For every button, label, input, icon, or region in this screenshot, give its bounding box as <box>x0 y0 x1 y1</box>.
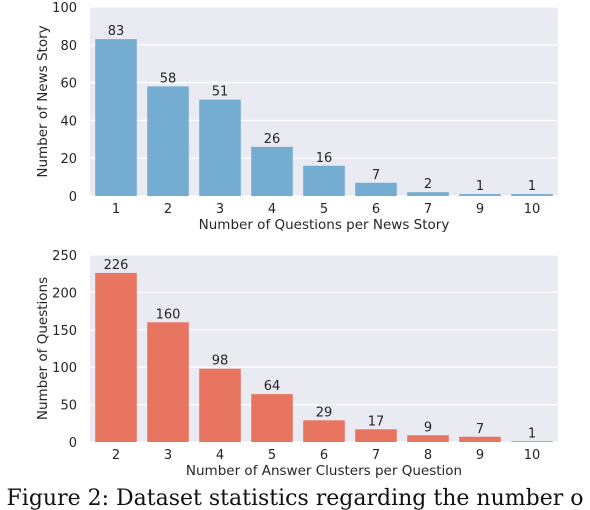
chart1-data-label: 1 <box>476 179 484 194</box>
chart1-ytick-label: 100 <box>52 1 77 16</box>
chart2-data-label: 226 <box>104 258 129 273</box>
chart2-xtick-label: 10 <box>524 448 541 463</box>
chart2-ytick-label: 200 <box>52 286 77 301</box>
figure-caption: Figure 2: Dataset statistics regarding t… <box>6 486 584 510</box>
chart1-data-label: 16 <box>316 151 333 166</box>
chart1-bar <box>95 39 137 196</box>
figure: 020406080100831582513264165762719110Numb… <box>35 1 558 479</box>
chart2-xtick-label: 3 <box>164 448 172 463</box>
chart1-bar <box>199 99 241 196</box>
chart2-bar <box>355 429 397 442</box>
chart2-y-axis-label: Number of Questions <box>35 277 51 420</box>
chart1-bar <box>355 182 397 196</box>
chart2-xtick-label: 4 <box>216 448 224 463</box>
chart1-xtick-label: 3 <box>216 202 224 217</box>
chart2-xtick-label: 6 <box>320 448 328 463</box>
chart2-ytick-label: 250 <box>52 249 77 264</box>
chart1-data-label: 51 <box>212 85 229 100</box>
chart2-bar <box>95 272 137 442</box>
chart2-xtick-label: 8 <box>424 448 432 463</box>
chart2-xtick-label: 2 <box>112 448 120 463</box>
chart1-xtick-label: 5 <box>320 202 328 217</box>
chart1-ytick-label: 20 <box>60 152 77 167</box>
chart1-xtick-label: 4 <box>268 202 276 217</box>
chart1-ytick-label: 80 <box>60 39 77 54</box>
chart1-bar <box>303 165 345 196</box>
chart1-data-label: 7 <box>372 168 380 183</box>
chart1-bar <box>407 192 449 196</box>
chart2-data-label: 17 <box>368 414 385 429</box>
chart2-bar <box>459 436 501 442</box>
chart1-xtick-label: 2 <box>164 202 172 217</box>
chart1-x-axis-label: Number of Questions per News Story <box>199 217 450 233</box>
chart2-bar <box>511 441 553 442</box>
chart2-data-label: 7 <box>476 422 484 437</box>
chart2-bar <box>199 368 241 442</box>
chart2-data-label: 9 <box>424 420 432 435</box>
chart1-bar <box>147 86 189 196</box>
chart2-bar <box>251 394 293 442</box>
chart2-x-axis-label: Number of Answer Clusters per Question <box>186 463 462 479</box>
chart1-ytick-label: 0 <box>69 190 77 205</box>
chart2-bar <box>147 322 189 442</box>
chart1-xtick-label: 7 <box>424 202 432 217</box>
chart1-ytick-label: 40 <box>60 114 77 129</box>
chart1-xtick-label: 9 <box>476 202 484 217</box>
chart2-ytick-label: 50 <box>60 399 77 414</box>
chart1-xtick-label: 1 <box>112 202 120 217</box>
chart1-y-axis-label: Number of News Story <box>35 25 51 177</box>
chart2-ytick-label: 0 <box>69 436 77 451</box>
chart2-data-label: 1 <box>528 426 536 441</box>
chart1-xtick-label: 6 <box>372 202 380 217</box>
chart1-ytick-label: 60 <box>60 77 77 92</box>
chart1-data-label: 1 <box>528 179 536 194</box>
chart2-bar <box>407 435 449 442</box>
chart1-bar <box>459 194 501 196</box>
chart1-data-label: 26 <box>264 132 281 147</box>
chart2-xtick-label: 5 <box>268 448 276 463</box>
chart2-xtick-label: 9 <box>476 448 484 463</box>
chart1-data-label: 58 <box>160 71 177 86</box>
chart1-data-label: 83 <box>108 24 125 39</box>
chart1-xtick-label: 10 <box>524 202 541 217</box>
chart2-data-label: 160 <box>156 307 181 322</box>
chart1-bar <box>251 146 293 196</box>
chart2-bar <box>303 420 345 442</box>
chart2-data-label: 98 <box>212 354 229 369</box>
chart2-ytick-label: 100 <box>52 361 77 376</box>
chart2-ytick-label: 150 <box>52 324 77 339</box>
chart1-data-label: 2 <box>424 177 432 192</box>
chart2-data-label: 29 <box>316 405 333 420</box>
chart1-bar <box>511 194 553 196</box>
chart2-xtick-label: 7 <box>372 448 380 463</box>
chart2-data-label: 64 <box>264 379 281 394</box>
